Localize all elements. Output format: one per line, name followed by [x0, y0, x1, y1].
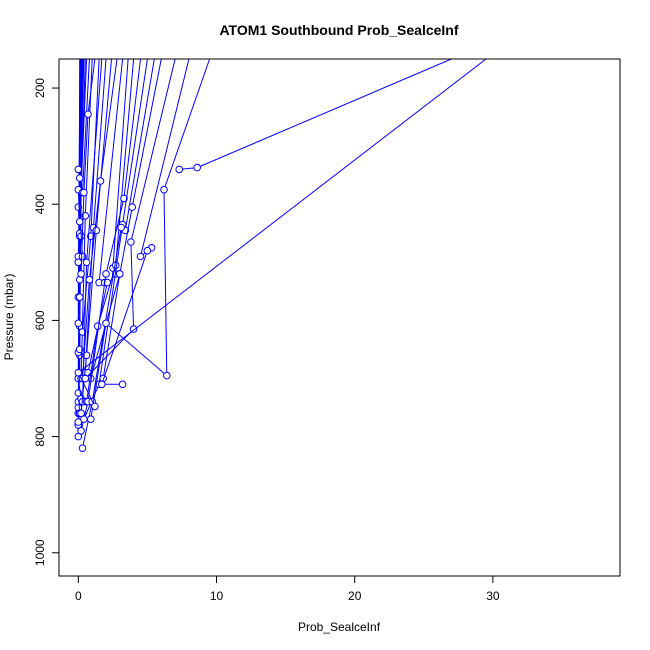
profile-series	[87, 59, 211, 424]
data-point	[102, 270, 110, 278]
data-point	[87, 415, 95, 424]
profile-series	[77, 59, 96, 278]
data-point	[75, 293, 84, 302]
data-point	[160, 185, 168, 194]
data-point	[82, 258, 91, 267]
series-line	[80, 59, 96, 274]
data-point	[96, 177, 105, 185]
data-point	[82, 351, 91, 360]
profile-series	[99, 59, 162, 383]
data-point	[193, 163, 201, 172]
series-line	[77, 59, 90, 193]
data-point	[127, 238, 135, 246]
data-point	[91, 402, 99, 411]
data-point	[93, 322, 102, 331]
data-point	[117, 223, 125, 232]
x-tick-label: 10	[210, 589, 224, 603]
plot-frame	[58, 58, 621, 577]
data-point	[92, 226, 101, 235]
data-point	[143, 246, 152, 255]
data-point	[77, 427, 85, 435]
data-point	[80, 415, 88, 424]
data-point	[118, 380, 127, 389]
y-axis: 200 400 600 800 1000	[33, 78, 60, 566]
data-point	[80, 188, 88, 197]
series-line	[84, 59, 176, 379]
chart-title: ATOM1 Southbound Prob_SealceInf	[219, 22, 458, 38]
data-point	[77, 409, 85, 418]
profile-series	[175, 59, 452, 174]
data-point	[81, 374, 90, 383]
series-line	[86, 59, 135, 402]
data-point	[84, 110, 92, 118]
data-point	[175, 165, 183, 174]
data-point	[75, 174, 84, 182]
series-line	[101, 59, 190, 385]
series-line	[102, 59, 162, 379]
series-line	[179, 59, 452, 170]
data-point	[98, 380, 106, 389]
x-tick-label: 30	[486, 589, 500, 603]
profile-series	[81, 59, 176, 383]
data-point	[102, 319, 110, 328]
data-point	[74, 319, 83, 328]
data-point	[74, 165, 83, 174]
series-line	[82, 59, 118, 379]
data-point	[75, 217, 84, 226]
y-tick-label: 200	[33, 78, 47, 98]
data-point	[129, 325, 138, 333]
y-tick-label: 600	[33, 310, 47, 330]
data-point	[78, 444, 87, 453]
y-tick-label: 400	[33, 194, 47, 214]
series-layer	[74, 59, 487, 453]
profile-series	[77, 59, 141, 435]
x-axis-label: Prob_SealceInf	[298, 620, 381, 634]
data-point	[116, 270, 124, 278]
x-tick-label: 20	[348, 589, 362, 603]
data-point	[163, 371, 171, 380]
data-point	[74, 258, 83, 267]
data-point	[74, 368, 83, 377]
profile-series	[74, 59, 487, 411]
y-axis-label: Pressure (mbar)	[2, 274, 16, 361]
y-tick-label: 800	[33, 426, 47, 446]
y-tick-label: 1000	[33, 539, 47, 566]
data-point	[85, 275, 94, 284]
x-tick-label: 0	[75, 589, 82, 603]
series-line	[77, 59, 85, 263]
data-point	[77, 270, 85, 278]
data-point	[78, 252, 87, 261]
data-point	[120, 194, 128, 203]
x-axis: 0 10 20 30	[75, 575, 500, 603]
data-point	[136, 252, 145, 261]
profile-series	[98, 59, 190, 389]
data-point	[128, 203, 136, 211]
